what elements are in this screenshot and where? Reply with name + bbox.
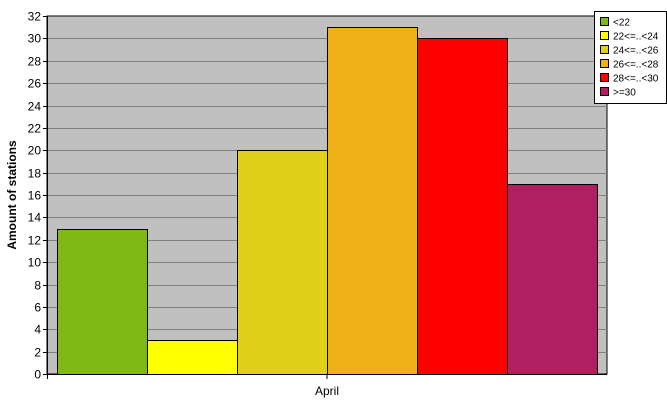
y-tick-label: 24 <box>28 100 42 114</box>
y-tick-label: 12 <box>28 234 42 248</box>
y-axis-title: Amount of stations <box>5 140 19 250</box>
y-tick-label: 0 <box>34 368 41 382</box>
axes <box>43 16 607 379</box>
legend-label: >=30 <box>613 88 636 99</box>
y-tick-label: 4 <box>34 323 41 337</box>
y-tick-label: 28 <box>28 55 42 69</box>
bar-1 <box>57 229 148 375</box>
y-tick-label: 20 <box>28 144 42 158</box>
y-tick-label: 16 <box>28 189 42 203</box>
x-tick-labels: April <box>315 384 339 398</box>
bar-2 <box>147 340 238 375</box>
legend-label: 26<=..<28 <box>613 60 659 71</box>
y-tick-label: 30 <box>28 32 42 46</box>
y-tick-label: 8 <box>34 279 41 293</box>
legend-label: 22<=..<24 <box>613 32 659 43</box>
y-tick-label: 14 <box>28 211 42 225</box>
y-tick-label: 32 <box>28 10 42 24</box>
bars <box>57 27 598 375</box>
y-tick-label: 18 <box>28 167 42 181</box>
x-tick-label: April <box>315 384 339 398</box>
legend-label: 24<=..<26 <box>613 46 659 57</box>
legend-swatch <box>600 87 609 96</box>
legend-label: 28<=..<30 <box>613 74 659 85</box>
bar-6 <box>507 184 598 375</box>
legend: <22 22<=..<24 24<=..<26 26<=..<28 28<=..<30 >… <box>594 11 667 104</box>
legend-swatch <box>600 31 609 40</box>
bar-3 <box>237 150 328 375</box>
legend-swatch <box>600 59 609 68</box>
y-tick-label: 6 <box>34 301 41 315</box>
legend-swatch <box>600 73 609 82</box>
legend-swatch <box>600 17 609 26</box>
legend-swatch <box>600 45 609 54</box>
y-tick-label: 26 <box>28 77 42 91</box>
bar-4 <box>327 27 418 375</box>
legend-label: <22 <box>613 18 630 29</box>
bar-5 <box>417 38 508 375</box>
y-tick-label: 10 <box>28 256 42 270</box>
y-tick-label: 22 <box>28 122 42 136</box>
y-tick-label: 2 <box>34 346 41 360</box>
